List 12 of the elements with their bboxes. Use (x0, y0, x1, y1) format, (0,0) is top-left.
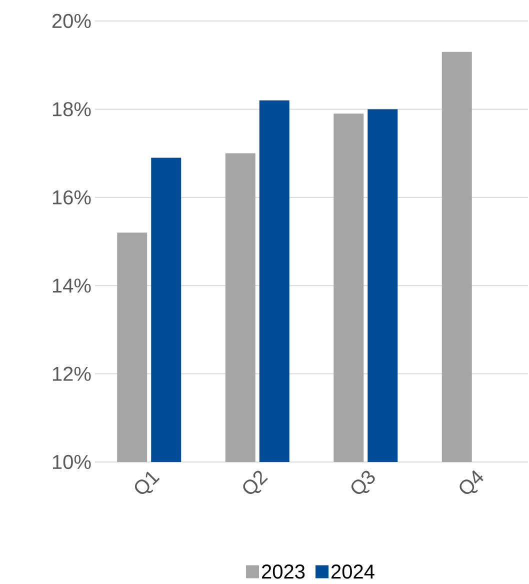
y-tick-label: 14% (52, 278, 91, 293)
y-tick-label: 12% (52, 366, 91, 381)
x-tick-label: Q2 (243, 470, 268, 494)
y-tick-label: 20% (52, 14, 91, 28)
x-tick-label: Q3 (351, 470, 375, 494)
y-tick-label: 16% (52, 190, 91, 204)
x-tick-label: Q4 (460, 470, 484, 494)
y-tick-label: 18% (52, 102, 91, 116)
legend-label: 2024 (331, 564, 374, 579)
x-tick-label: Q1 (134, 472, 160, 494)
y-tick-label: 10% (52, 454, 91, 470)
legend-label: 2023 (262, 564, 305, 579)
